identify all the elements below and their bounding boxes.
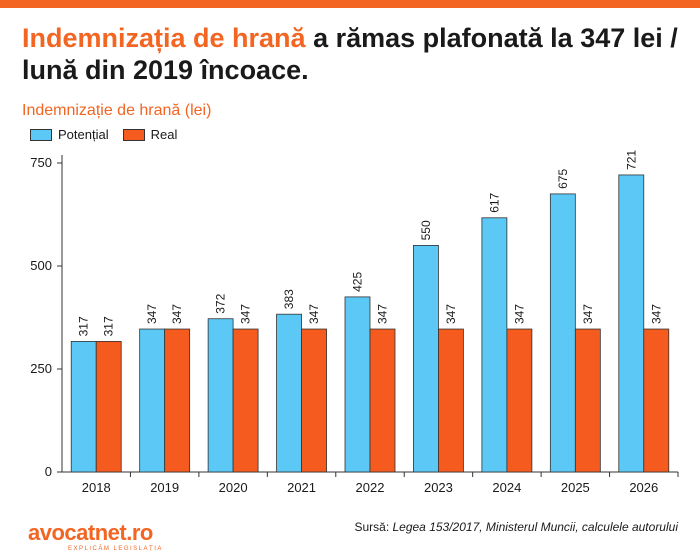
bar-potential <box>276 313 302 473</box>
logo-tagline: EXPLICĂM LEGISLAȚIA <box>68 546 163 552</box>
headline-rest: a rămas plafonată la 347 lei / lună din … <box>22 23 678 85</box>
data-label: 347 <box>145 304 159 324</box>
bar-potential <box>207 318 234 473</box>
headline-accent: Indemnizația de hrană <box>22 23 306 53</box>
headline: Indemnizația de hrană a rămas plafonată … <box>22 22 682 86</box>
x-tick-label: 2022 <box>356 480 385 495</box>
bar-real <box>574 328 601 473</box>
y-tick-label: 0 <box>45 464 52 479</box>
x-tick-label: 2023 <box>424 480 453 495</box>
bar-potential <box>344 296 371 473</box>
x-tick-label: 2018 <box>82 480 111 495</box>
bar-potential <box>413 245 439 473</box>
data-label: 347 <box>376 304 390 324</box>
x-tick-label: 2020 <box>219 480 248 495</box>
bar-real <box>301 328 327 473</box>
data-label: 721 <box>624 150 638 170</box>
data-label: 347 <box>239 304 253 324</box>
legend-swatch-real <box>122 128 145 141</box>
bar-real <box>95 340 122 473</box>
bar-chart: 0 250 500 750 2018 317 317 2019 347 347 2020 372 347… <box>30 150 679 495</box>
data-label: 425 <box>351 272 365 292</box>
data-label: 347 <box>444 304 458 324</box>
y-tick-label: 750 <box>30 155 52 170</box>
bar-potential <box>549 193 576 473</box>
source-text: Legea 153/2017, Ministerul Muncii, calcu… <box>392 520 678 534</box>
source-label: Sursă: <box>354 520 393 534</box>
data-label: 372 <box>214 293 228 313</box>
data-label: 347 <box>581 304 595 324</box>
data-label: 347 <box>512 304 526 324</box>
data-label: 383 <box>282 289 296 309</box>
x-tick-label: 2026 <box>629 480 658 495</box>
bar-real <box>643 328 670 473</box>
chart-legend: Potențial Real <box>30 127 191 142</box>
bar-real <box>369 328 396 473</box>
bar-potential <box>139 328 166 473</box>
bar-potential <box>481 217 508 473</box>
data-label: 347 <box>649 304 663 324</box>
chart-title: Indemnizație de hrană (lei) <box>22 102 212 119</box>
bar-potential <box>618 174 645 473</box>
data-label: 347 <box>307 304 321 324</box>
y-tick-label: 250 <box>30 361 52 376</box>
x-tick-label: 2021 <box>287 480 316 495</box>
data-label: 550 <box>419 220 433 240</box>
x-tick-label: 2025 <box>561 480 590 495</box>
brand-logo: avocatnet.ro EXPLICĂM LEGISLAȚIA <box>28 520 163 553</box>
data-label: 347 <box>170 304 184 324</box>
bar-real <box>506 328 533 473</box>
legend-item-real: Real <box>122 127 178 142</box>
bar-potential <box>70 340 97 473</box>
legend-swatch-potential <box>30 128 52 141</box>
data-label: 617 <box>487 192 501 212</box>
legend-item-potential: Potențial <box>30 127 109 142</box>
legend-label-real: Real <box>150 127 178 142</box>
x-tick-label: 2019 <box>150 480 179 495</box>
data-label: 317 <box>102 316 116 336</box>
logo-text: avocatnet.ro <box>28 520 153 545</box>
bar-real <box>164 328 191 473</box>
bar-real <box>232 328 259 473</box>
y-tick-label: 500 <box>30 258 52 273</box>
x-tick-label: 2024 <box>492 480 521 495</box>
data-label: 675 <box>556 169 570 189</box>
legend-label-potential: Potențial <box>58 127 109 142</box>
bar-real <box>438 328 464 473</box>
source-note: Sursă: Legea 153/2017, Ministerul Muncii… <box>354 520 678 534</box>
data-label: 317 <box>77 316 91 336</box>
top-accent-bar <box>0 0 700 8</box>
